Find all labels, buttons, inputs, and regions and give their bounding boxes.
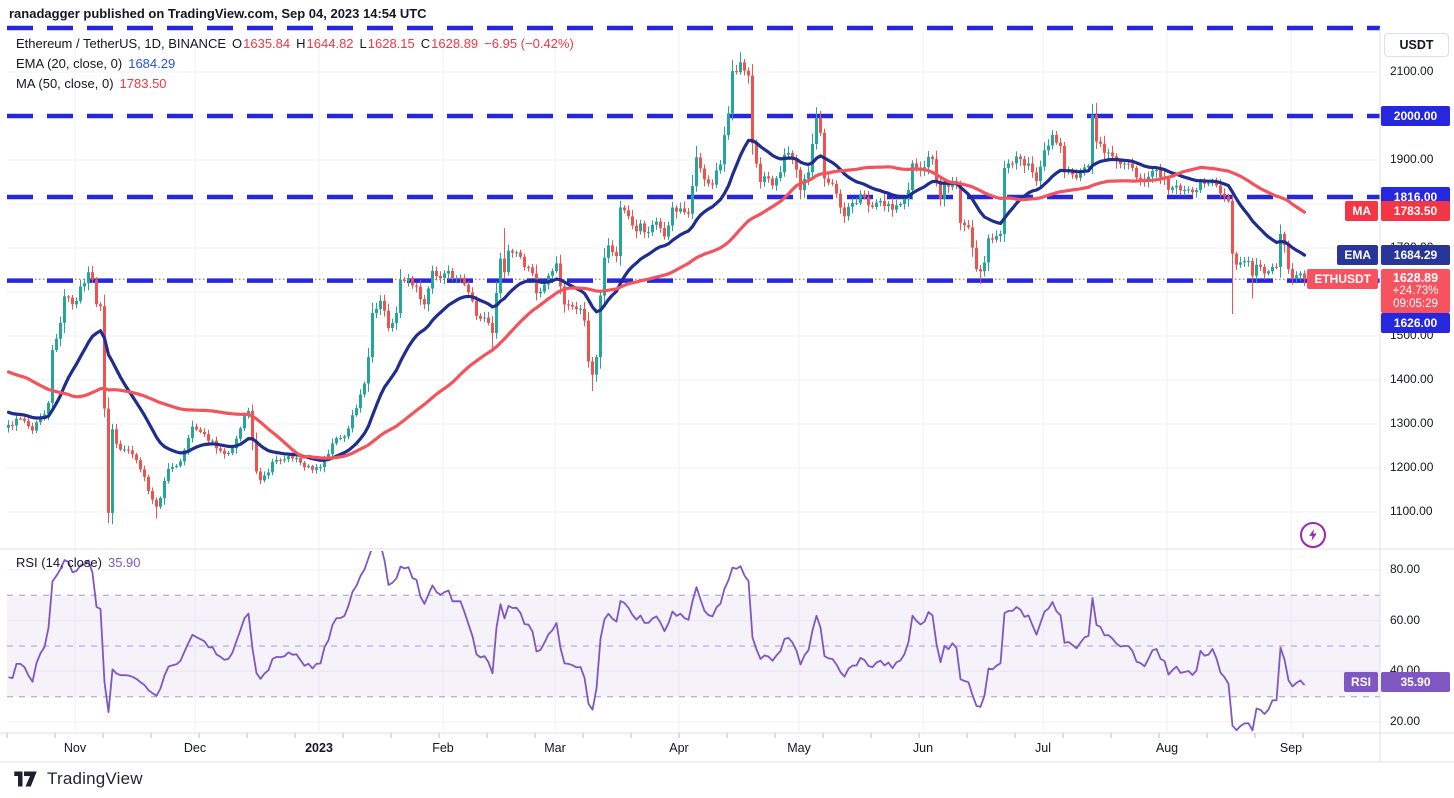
- ma-value: 1783.50: [119, 75, 167, 91]
- time-axis-label-may: May: [787, 741, 811, 755]
- symbol-axis-tag: ETHUSDT: [1307, 269, 1378, 290]
- price-axis-tick-1900: 1900.00: [1390, 152, 1434, 166]
- ohlc-low: L 1628.15: [359, 35, 415, 51]
- time-axis-label-mar: Mar: [544, 741, 566, 755]
- rsi-legend: RSI (14, close) 35.90: [16, 552, 141, 572]
- rsi-axis-value: 35.90: [1381, 671, 1450, 692]
- main-legend: Ethereum / TetherUS, 1D, BINANCE O 1635.8…: [16, 33, 574, 93]
- symbol-title: Ethereum / TetherUS, 1D, BINANCE: [16, 35, 227, 51]
- ema-value: 1684.29: [128, 55, 176, 71]
- currency-badge[interactable]: USDT: [1384, 33, 1449, 57]
- level-badge-2000: 2000.00: [1381, 106, 1450, 126]
- ma-legend-row[interactable]: MA (50, close, 0) 1783.50: [16, 73, 574, 93]
- rsi-legend-row[interactable]: RSI (14, close) 35.90: [16, 552, 141, 572]
- time-axis-label-nov: Nov: [63, 741, 87, 755]
- level-badge-1626: 1626.00: [1381, 313, 1450, 333]
- ma-axis-value: 1783.50: [1381, 201, 1450, 222]
- publish-header: ranadagger published on TradingView.com,…: [9, 6, 427, 21]
- time-axis-label-apr: Apr: [669, 741, 689, 755]
- tradingview-logo-text: TradingView: [47, 769, 143, 788]
- ema-axis-tag: EMA: [1337, 244, 1378, 265]
- ohlc-close: C 1628.89: [420, 35, 479, 51]
- rsi-label: RSI (14, close): [16, 554, 102, 570]
- time-axis-label-jun: Jun: [912, 741, 934, 755]
- tradingview-logo-icon: [14, 771, 37, 787]
- time-axis[interactable]: [0, 733, 1454, 762]
- boost-button[interactable]: [1300, 522, 1326, 548]
- ohlc-high: H 1644.82: [296, 35, 354, 51]
- ema-legend-row[interactable]: EMA (20, close, 0) 1684.29: [16, 53, 574, 73]
- price-axis-tick-1200: 1200.00: [1390, 460, 1434, 474]
- ma-label: MA (50, close, 0): [16, 75, 114, 91]
- ema-label: EMA (20, close, 0): [16, 55, 123, 71]
- time-axis-label-feb: Feb: [432, 741, 454, 755]
- ma-axis-tag: MA: [1345, 201, 1378, 222]
- last-price: 1628.89: [1392, 271, 1439, 286]
- ohlc-open: O 1635.84: [232, 35, 291, 51]
- rsi-axis-tag: RSI: [1343, 671, 1378, 692]
- time-axis-label-sep: Sep: [1279, 741, 1303, 755]
- rsi-axis-tick-80: 80.00: [1390, 562, 1421, 576]
- price-axis-tick-1400: 1400.00: [1390, 372, 1434, 386]
- symbol-legend-row[interactable]: Ethereum / TetherUS, 1D, BINANCE O 1635.8…: [16, 33, 574, 53]
- publish-header-text: ranadagger published on TradingView.com,…: [9, 6, 427, 21]
- footer-brand[interactable]: TradingView: [12, 767, 143, 791]
- lightning-icon: [1309, 529, 1317, 541]
- time-axis-label-dec: Dec: [183, 741, 207, 755]
- time-axis-label-aug: Aug: [1155, 741, 1179, 755]
- time-axis-label-jul: Jul: [1035, 741, 1051, 755]
- bar-countdown: 09:05:29: [1393, 298, 1438, 311]
- rsi-axis-tick-60: 60.00: [1390, 612, 1421, 627]
- price-axis-tick-2100: 2100.00: [1390, 64, 1434, 78]
- rsi-value: 35.90: [107, 554, 141, 570]
- price-axis-tick-1300: 1300.00: [1390, 416, 1434, 430]
- last-price-badge: 1628.89 +24.73% 09:05:29: [1381, 269, 1450, 314]
- price-change-percent: +24.73%: [1392, 285, 1439, 298]
- ema-axis-value: 1684.29: [1381, 244, 1450, 265]
- change-value: −6.95 (−0.42%): [484, 35, 574, 51]
- rsi-axis-tick-20: 20.00: [1390, 713, 1421, 728]
- time-axis-label-2023: 2023: [305, 741, 333, 755]
- price-axis-tick-1100: 1100.00: [1390, 504, 1433, 518]
- price-axis[interactable]: [1381, 28, 1454, 762]
